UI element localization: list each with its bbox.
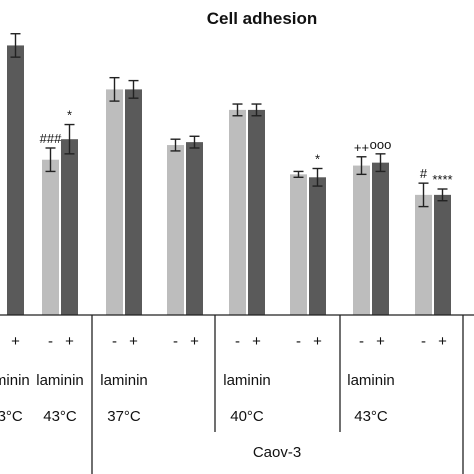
laminin-label: laminin	[36, 372, 84, 389]
bar	[353, 165, 370, 315]
cell-line-label: Caov-3	[253, 444, 301, 461]
significance-marker: *	[315, 152, 320, 167]
tick-label: +	[376, 333, 385, 350]
bar	[415, 194, 432, 315]
bar	[434, 194, 451, 315]
tick-label: -	[112, 333, 117, 350]
bar	[42, 159, 59, 315]
tick-label: +	[313, 333, 322, 350]
significance-marker: #	[420, 166, 428, 181]
significance-marker: *	[67, 108, 72, 123]
temperature-label: 43°C	[0, 408, 23, 425]
laminin-label: laminin	[0, 372, 30, 389]
bar	[106, 89, 123, 315]
bar	[167, 145, 184, 315]
significance-marker: ###	[40, 131, 62, 146]
temperature-label: 37°C	[107, 408, 141, 425]
tick-label: -	[359, 333, 364, 350]
laminin-label: laminin	[347, 372, 395, 389]
tick-label: +	[11, 333, 20, 350]
significance-marker: ****	[432, 172, 452, 187]
laminin-label: laminin	[100, 372, 148, 389]
temperature-label: 40°C	[230, 408, 264, 425]
temperature-label: 43°C	[43, 408, 77, 425]
plot-area: ### * * ++ ooo # ****	[7, 33, 453, 316]
tick-label: +	[65, 333, 74, 350]
tick-label: -	[48, 333, 53, 350]
tick-label: +	[252, 333, 261, 350]
category-axis: -+laminin43°C-+laminin43°C-+laminin37°C-…	[0, 314, 474, 474]
laminin-label: laminin	[223, 372, 271, 389]
tick-label: +	[438, 333, 447, 350]
bar	[7, 45, 24, 315]
temperature-label: 43°C	[354, 408, 388, 425]
tick-label: -	[173, 333, 178, 350]
bar	[61, 139, 78, 315]
bar	[125, 89, 142, 315]
bar	[229, 109, 246, 316]
bar	[309, 177, 326, 315]
significance-marker: ooo	[370, 137, 392, 152]
bar	[372, 162, 389, 315]
tick-label: -	[421, 333, 426, 350]
tick-label: -	[235, 333, 240, 350]
tick-label: -	[296, 333, 301, 350]
bar	[248, 109, 265, 316]
tick-label: +	[190, 333, 199, 350]
significance-marker: ++	[354, 140, 369, 155]
tick-label: +	[129, 333, 138, 350]
bar	[290, 174, 307, 315]
chart-title: Cell adhesion	[207, 9, 318, 28]
bar	[186, 142, 203, 315]
